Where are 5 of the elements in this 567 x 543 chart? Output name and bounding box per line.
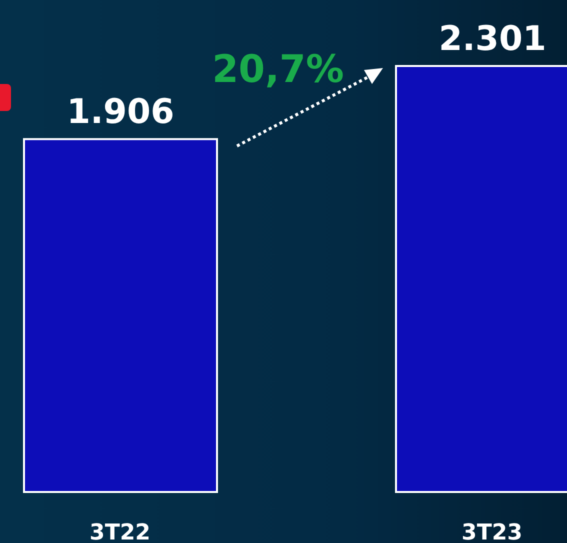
data-label: 2.301 bbox=[438, 19, 546, 59]
annotation: 20,7% bbox=[212, 47, 344, 91]
x-tick-label: 3T23 bbox=[462, 520, 522, 543]
data-label: 1.906 bbox=[66, 92, 174, 132]
x-tick-label: 3T22 bbox=[90, 520, 150, 543]
